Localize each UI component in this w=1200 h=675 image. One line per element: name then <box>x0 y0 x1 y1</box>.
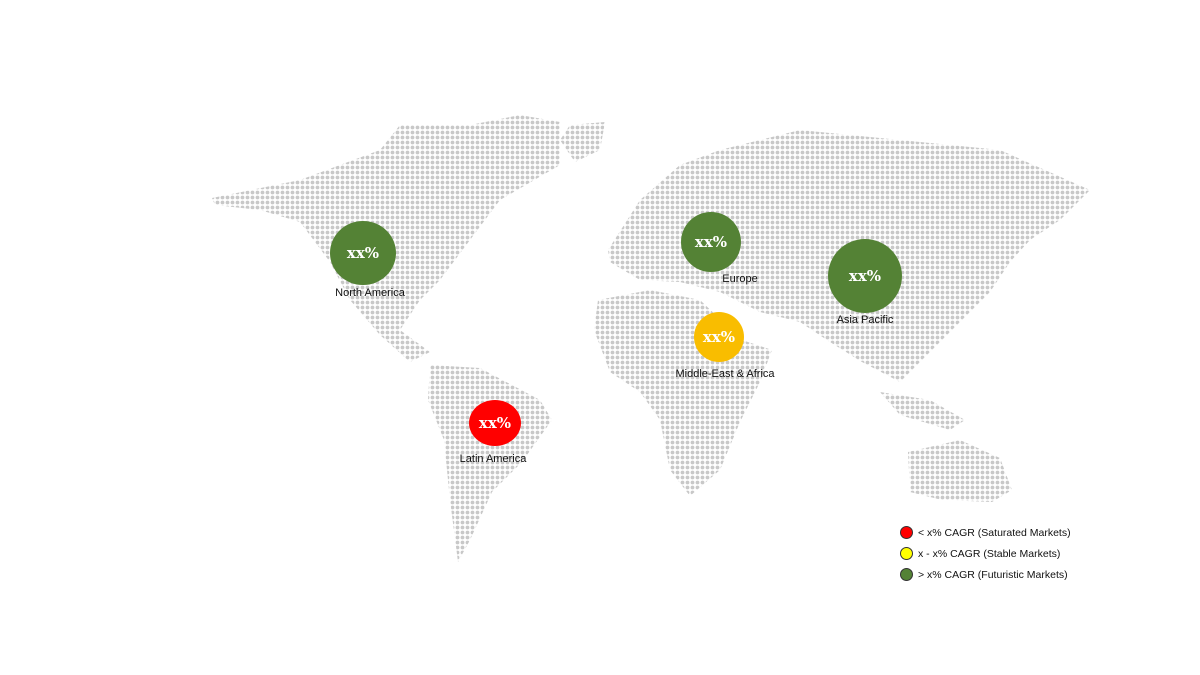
middle-east-africa-label: Middle-East & Africa <box>675 368 775 380</box>
north-america-label: North America <box>335 287 405 299</box>
green-dot-icon <box>900 568 913 581</box>
legend: < x% CAGR (Saturated Markets) x - x% CAG… <box>900 522 1071 585</box>
latin-america-bubble[interactable]: xx% <box>469 400 521 446</box>
europe-label: Europe <box>722 273 758 285</box>
asia-pacific-bubble[interactable]: xx% <box>828 239 902 313</box>
legend-label: < x% CAGR (Saturated Markets) <box>918 526 1071 539</box>
asia-pacific-label: Asia Pacific <box>836 314 894 326</box>
legend-item-stable: x - x% CAGR (Stable Markets) <box>900 543 1071 564</box>
north-america-bubble[interactable]: xx% <box>330 221 396 285</box>
legend-label: x - x% CAGR (Stable Markets) <box>918 547 1061 560</box>
latin-america-label: Latin America <box>459 453 527 465</box>
legend-label: > x% CAGR (Futuristic Markets) <box>918 568 1068 581</box>
yellow-dot-icon <box>900 547 913 560</box>
middle-east-africa-bubble[interactable]: xx% <box>694 312 744 362</box>
europe-bubble[interactable]: xx% <box>681 212 741 272</box>
legend-item-futuristic: > x% CAGR (Futuristic Markets) <box>900 564 1071 585</box>
legend-item-saturated: < x% CAGR (Saturated Markets) <box>900 522 1071 543</box>
red-dot-icon <box>900 526 913 539</box>
